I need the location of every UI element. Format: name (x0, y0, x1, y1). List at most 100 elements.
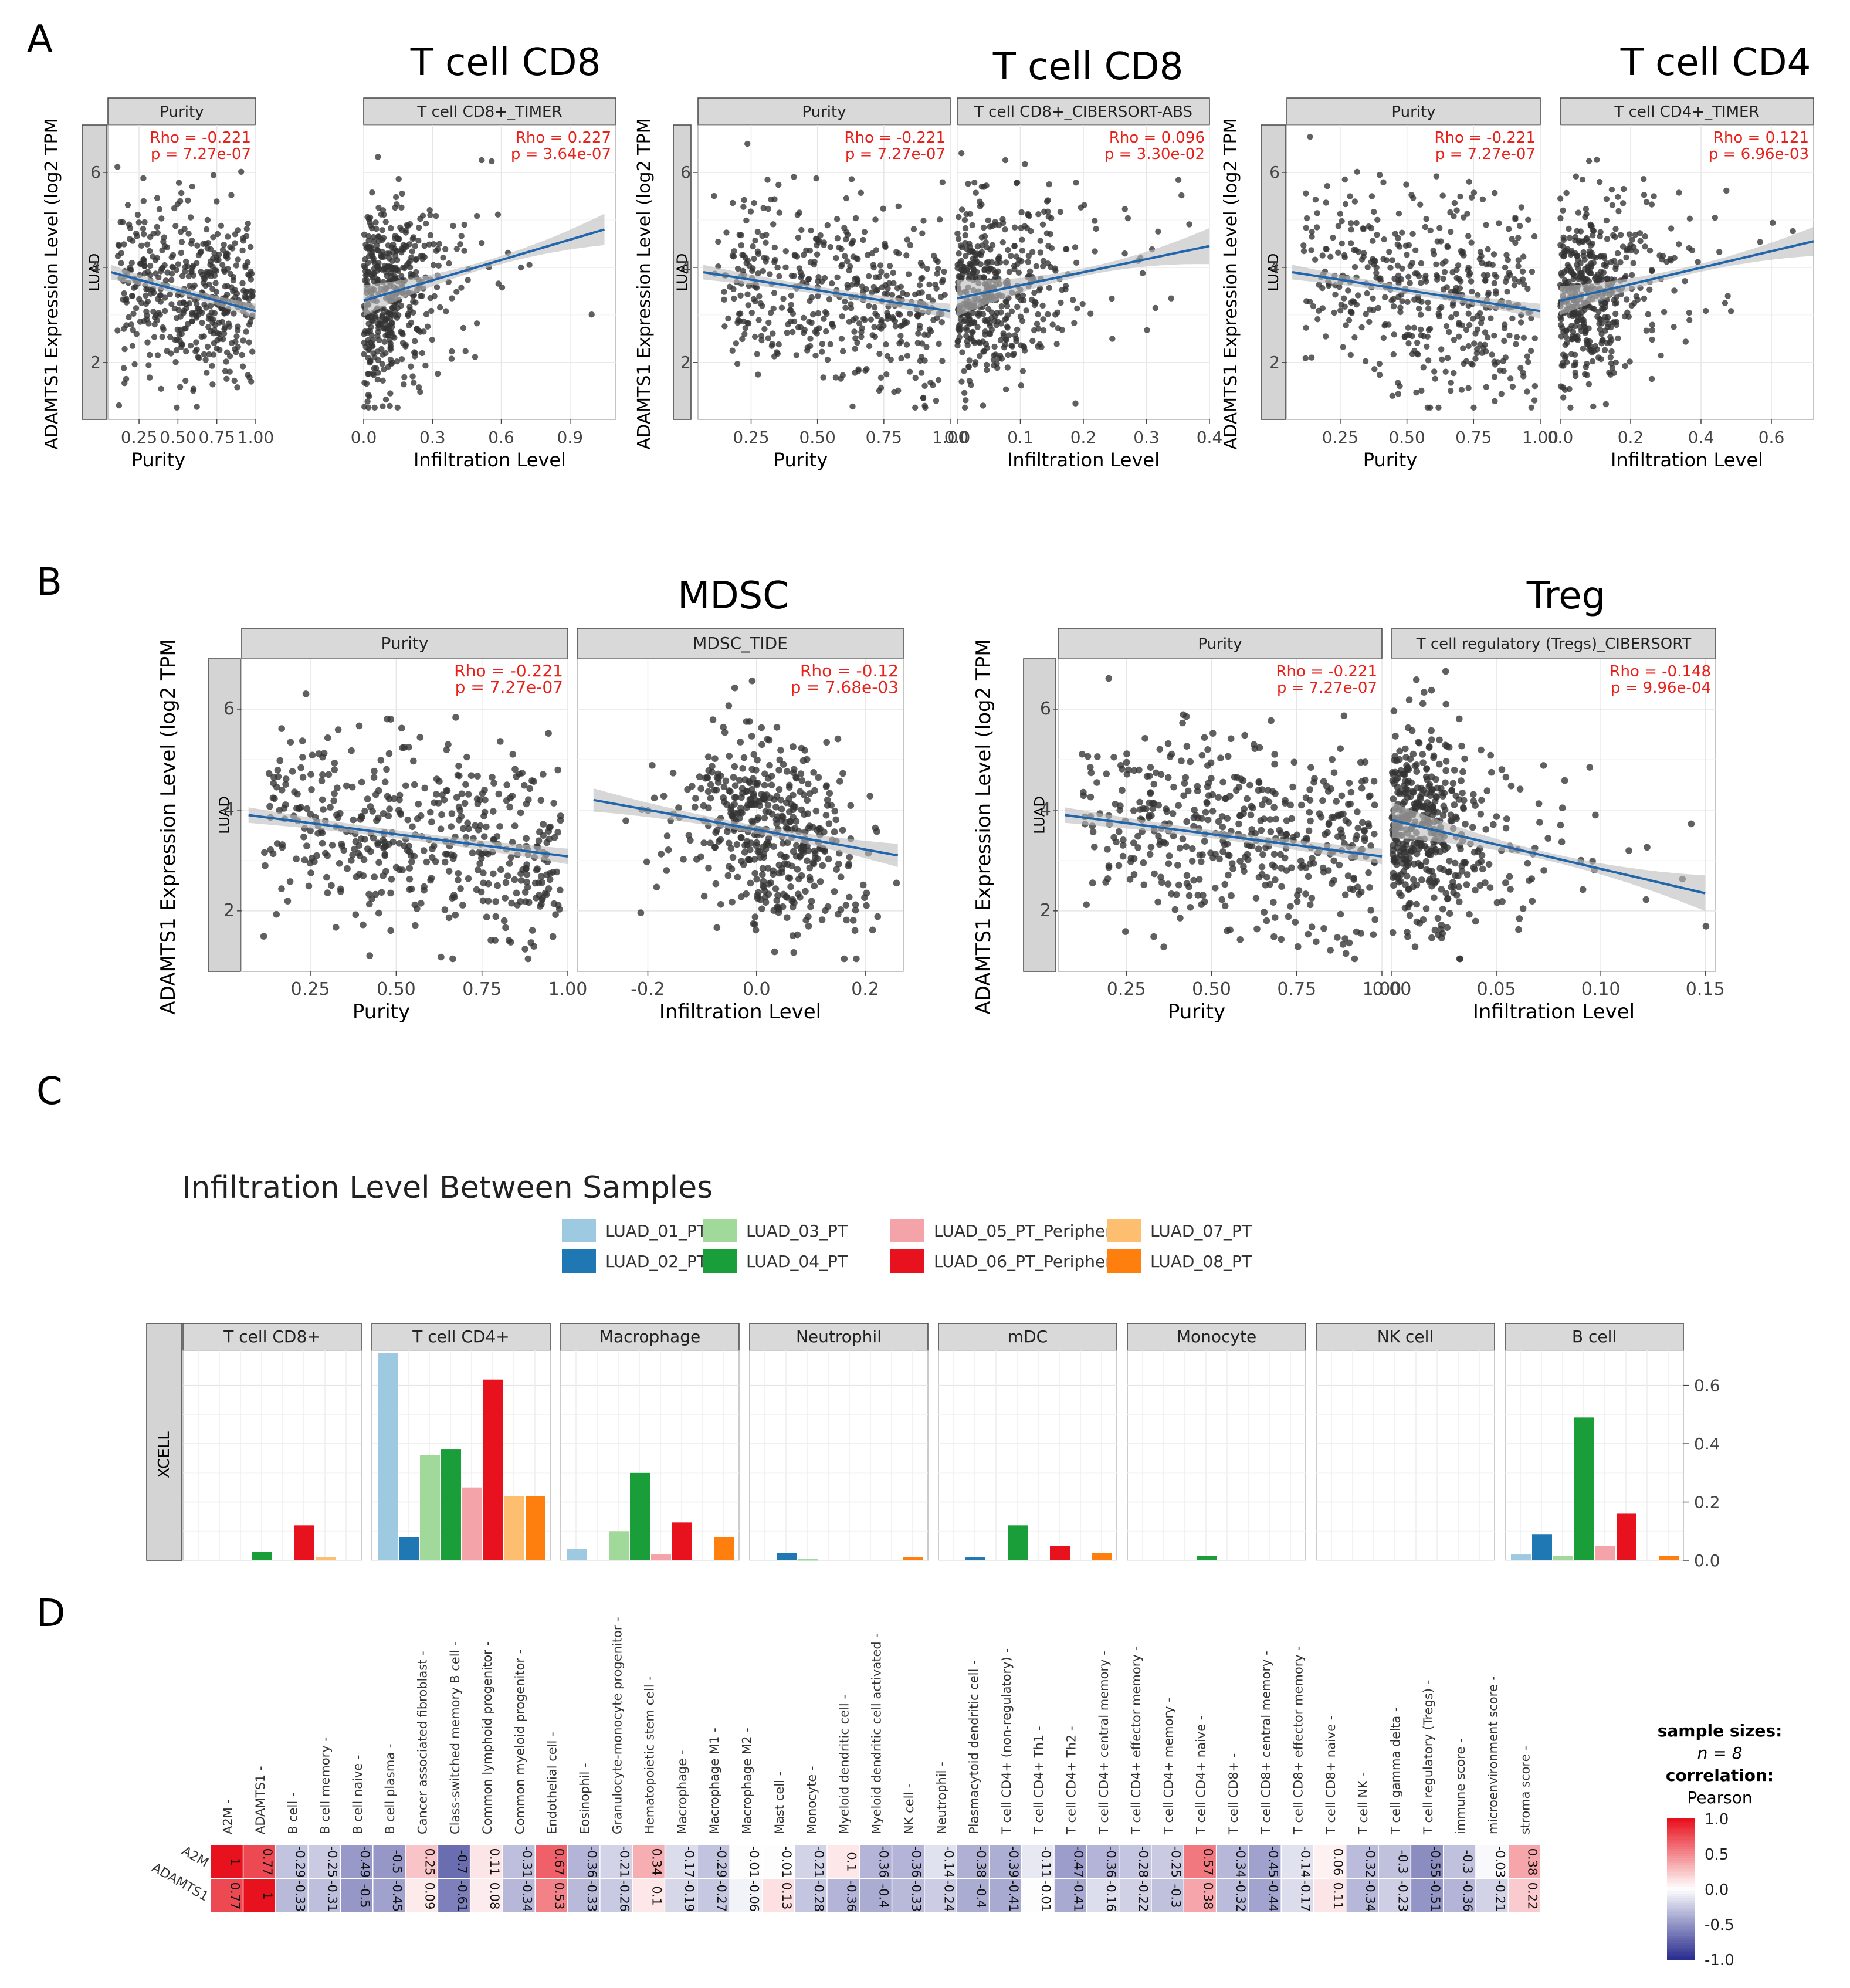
data-point (794, 931, 801, 939)
data-point (1458, 248, 1465, 255)
data-point (1417, 862, 1425, 869)
data-point (1623, 254, 1629, 261)
data-point (1415, 739, 1422, 746)
data-point (923, 344, 930, 350)
data-point (138, 242, 145, 249)
data-point (1442, 779, 1449, 787)
data-point (1421, 689, 1428, 696)
data-point (395, 175, 402, 182)
data-point (427, 808, 434, 816)
data-point (158, 385, 164, 392)
data-point (1073, 180, 1079, 186)
data-point (184, 263, 191, 270)
data-point (1433, 261, 1439, 267)
data-point (956, 236, 962, 242)
data-point (517, 809, 524, 817)
data-point (1165, 860, 1173, 868)
data-point (1359, 819, 1366, 827)
data-point (1395, 211, 1402, 217)
data-point (380, 872, 387, 879)
data-point (1422, 275, 1429, 282)
data-point (811, 787, 818, 794)
data-point (1520, 373, 1527, 380)
data-point (497, 866, 504, 873)
x-tick-label: 0.10 (1581, 979, 1621, 1000)
data-point (776, 209, 783, 216)
data-point (1485, 861, 1493, 868)
data-point (658, 851, 665, 858)
data-point (1164, 774, 1172, 781)
data-point (437, 825, 445, 832)
data-point (1560, 394, 1567, 401)
data-point (1342, 950, 1350, 957)
data-point (361, 404, 368, 410)
data-point (1581, 256, 1588, 263)
panel-label-b: B (36, 561, 62, 604)
data-point (299, 737, 306, 744)
data-point (372, 791, 380, 798)
legend-label: LUAD_04_PT (746, 1252, 848, 1271)
data-point (956, 250, 962, 257)
data-point (727, 810, 734, 817)
data-point (767, 879, 774, 886)
data-point (731, 684, 738, 692)
data-point (506, 803, 513, 811)
data-point (775, 903, 782, 910)
data-point (1411, 762, 1419, 770)
data-point (369, 189, 375, 196)
data-point (450, 852, 458, 859)
data-point (404, 816, 412, 824)
data-point (384, 332, 391, 338)
data-point (1557, 215, 1564, 222)
data-point (1686, 310, 1692, 316)
data-point (1073, 259, 1080, 266)
data-point (1153, 769, 1160, 777)
data-point (1445, 868, 1452, 876)
data-point (374, 246, 381, 253)
data-point (1169, 810, 1177, 817)
data-point (307, 771, 314, 778)
data-point (1517, 365, 1524, 371)
data-point (1431, 926, 1439, 934)
rho-label: Rho = -0.221 (150, 129, 251, 147)
data-point (1502, 824, 1510, 832)
data-point (1574, 262, 1580, 268)
data-point (445, 868, 453, 875)
legend-swatch (562, 1249, 596, 1273)
data-point (397, 224, 404, 231)
data-point (1146, 773, 1153, 780)
data-point (891, 388, 897, 395)
data-point (1503, 252, 1510, 258)
data-point (1422, 905, 1430, 912)
data-point (1590, 259, 1597, 266)
data-point (1429, 805, 1436, 812)
data-point (789, 903, 797, 911)
data-point (807, 876, 814, 884)
data-point (1370, 778, 1378, 785)
data-point (1442, 767, 1449, 774)
data-point (1443, 323, 1450, 330)
data-point (780, 296, 787, 302)
data-point (330, 797, 337, 804)
data-point (863, 902, 870, 909)
data-point (1339, 941, 1347, 948)
data-point (212, 280, 219, 286)
data-point (1630, 260, 1636, 266)
data-point (1278, 865, 1285, 872)
data-point (1563, 248, 1570, 255)
chart-title: MDSC (677, 574, 789, 618)
data-point (380, 403, 386, 409)
data-point (712, 829, 719, 836)
data-point (1165, 852, 1173, 859)
data-point (917, 260, 924, 266)
data-point (1403, 762, 1410, 769)
data-point (650, 794, 658, 802)
data-point (1567, 326, 1573, 332)
data-point (815, 274, 822, 280)
data-point (1487, 751, 1494, 759)
data-point (1039, 221, 1046, 228)
data-point (479, 790, 486, 797)
data-point (538, 879, 545, 886)
data-point (449, 295, 455, 302)
data-point (778, 865, 785, 872)
